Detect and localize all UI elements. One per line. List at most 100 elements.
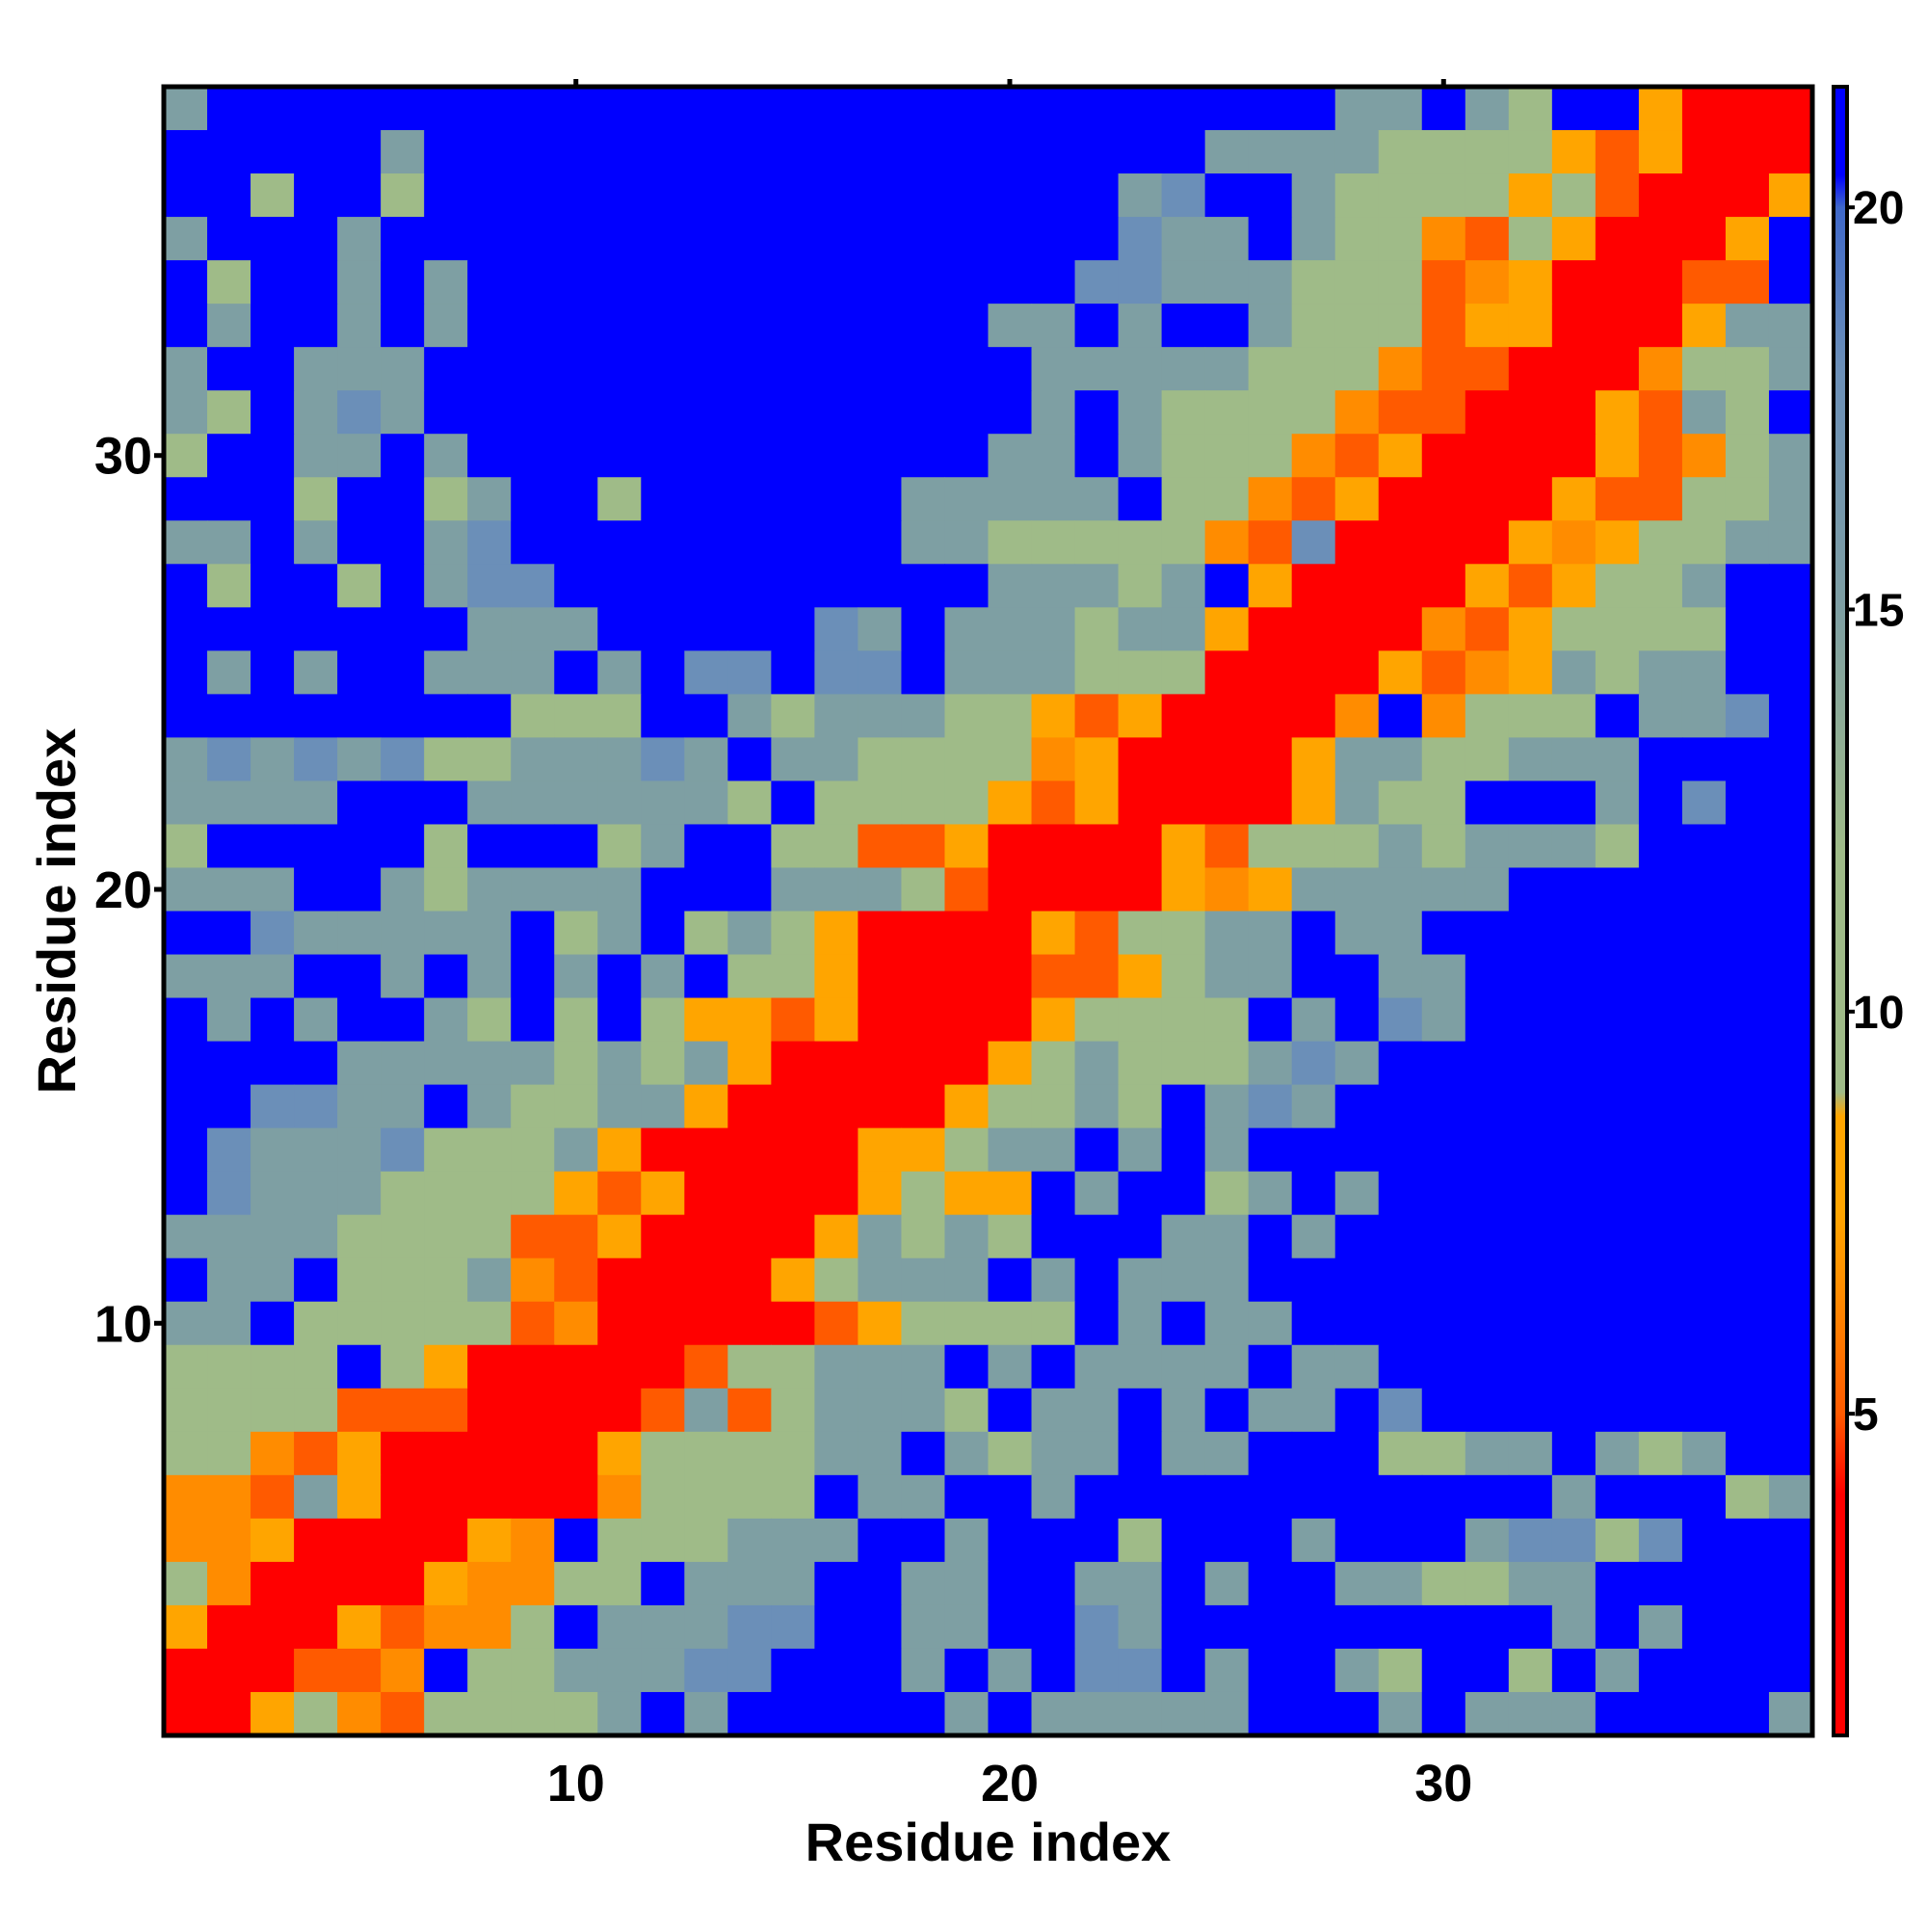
heatmap-cell <box>1074 1604 1120 1650</box>
heatmap-cell <box>337 304 382 348</box>
heatmap-cell <box>294 867 338 913</box>
heatmap-cell <box>381 347 425 391</box>
heatmap-cell <box>641 1301 685 1346</box>
heatmap-cell <box>1465 1648 1510 1693</box>
heatmap-cell <box>988 1604 1033 1650</box>
heatmap-cell <box>1291 954 1336 999</box>
heatmap-cell <box>1595 954 1640 999</box>
heatmap-cell <box>467 564 512 608</box>
heatmap-cell <box>1725 1214 1770 1259</box>
heatmap-cell <box>1118 87 1163 131</box>
heatmap-cell <box>1595 1041 1640 1086</box>
heatmap-cell <box>727 1691 772 1736</box>
heatmap-cell <box>858 694 903 738</box>
heatmap-cell <box>814 1518 859 1563</box>
heatmap-cell <box>1768 1388 1813 1433</box>
heatmap-cell <box>727 1561 772 1606</box>
heatmap-cell <box>1248 1214 1293 1259</box>
heatmap-cell <box>988 1561 1033 1606</box>
heatmap-cell <box>1551 477 1597 521</box>
heatmap-cell <box>1378 217 1423 261</box>
heatmap-cell <box>1725 997 1770 1043</box>
heatmap-cell <box>467 997 512 1043</box>
heatmap-cell <box>814 1127 859 1173</box>
heatmap-cell <box>1161 1431 1206 1476</box>
heatmap-cell <box>684 1604 728 1650</box>
heatmap-cell <box>597 694 642 738</box>
heatmap-cell <box>467 737 512 782</box>
heatmap-cell <box>901 1041 946 1086</box>
heatmap-cell <box>1508 1474 1553 1520</box>
y-tick-label: 20 <box>94 861 152 919</box>
heatmap-cell <box>467 304 512 348</box>
heatmap-cell <box>1551 867 1597 913</box>
heatmap-cell <box>1595 1388 1640 1433</box>
heatmap-cell <box>901 434 946 478</box>
heatmap-cell <box>1595 781 1640 826</box>
heatmap-cell <box>1118 694 1163 738</box>
heatmap-cell <box>1768 650 1813 695</box>
heatmap-cell <box>1204 1388 1250 1433</box>
heatmap-cell <box>901 130 946 174</box>
heatmap-cell <box>1595 650 1640 695</box>
heatmap-cell <box>858 173 903 218</box>
heatmap-cell <box>1031 1518 1076 1563</box>
heatmap-cell <box>381 1344 425 1389</box>
heatmap-cell <box>1551 304 1597 348</box>
heatmap-cell <box>1421 1474 1466 1520</box>
heatmap-cell <box>1378 1171 1423 1216</box>
heatmap-cell <box>1074 520 1120 565</box>
heatmap-cell <box>1725 1691 1770 1736</box>
heatmap-cell <box>1161 1127 1206 1173</box>
heatmap-cell <box>1291 87 1336 131</box>
heatmap-cell <box>294 1041 338 1086</box>
heatmap-cell <box>1074 694 1120 738</box>
heatmap-cell <box>814 1388 859 1433</box>
heatmap-cell <box>1551 650 1597 695</box>
heatmap-cell <box>164 87 208 131</box>
heatmap-cell <box>1551 954 1597 999</box>
heatmap-cell <box>1161 1474 1206 1520</box>
heatmap-cell <box>1118 867 1163 913</box>
heatmap-cell <box>164 1084 208 1129</box>
heatmap-cell <box>771 1084 815 1129</box>
heatmap-cell <box>1595 824 1640 869</box>
heatmap-cell <box>1638 1344 1683 1389</box>
heatmap-cell <box>1378 1301 1423 1346</box>
heatmap-cell <box>511 1257 555 1303</box>
heatmap-cell <box>1248 1171 1293 1216</box>
heatmap-cell <box>1204 997 1250 1043</box>
heatmap-cell <box>684 737 728 782</box>
heatmap-cell <box>1595 1648 1640 1693</box>
heatmap-cell <box>207 1561 251 1606</box>
heatmap-cell <box>337 1691 382 1736</box>
heatmap-cell <box>1638 1257 1683 1303</box>
heatmap-cell <box>1161 1171 1206 1216</box>
heatmap-cell <box>988 1301 1033 1346</box>
heatmap-cell <box>1291 1388 1336 1433</box>
heatmap-cell <box>1378 564 1423 608</box>
heatmap-cell <box>554 564 598 608</box>
heatmap-cell <box>1725 1474 1770 1520</box>
heatmap-cell <box>467 1648 512 1693</box>
heatmap-cell <box>1508 434 1553 478</box>
heatmap-cell <box>337 1518 382 1563</box>
heatmap-cell <box>1681 87 1727 131</box>
heatmap-cell <box>1248 737 1293 782</box>
heatmap-cell <box>424 867 468 913</box>
heatmap-cell <box>1378 824 1423 869</box>
heatmap-cell <box>467 434 512 478</box>
heatmap-cell <box>1508 347 1553 391</box>
heatmap-cell <box>251 1561 295 1606</box>
heatmap-cell <box>1681 434 1727 478</box>
heatmap-cell <box>771 607 815 651</box>
heatmap-cell <box>1551 781 1597 826</box>
heatmap-cell <box>511 1041 555 1086</box>
heatmap-cell <box>1291 1127 1336 1173</box>
heatmap-cell <box>858 1301 903 1346</box>
heatmap-cell <box>1421 87 1466 131</box>
heatmap-cell <box>1638 1561 1683 1606</box>
heatmap-cell <box>771 694 815 738</box>
heatmap-cell <box>901 390 946 435</box>
heatmap-cell <box>1031 87 1076 131</box>
